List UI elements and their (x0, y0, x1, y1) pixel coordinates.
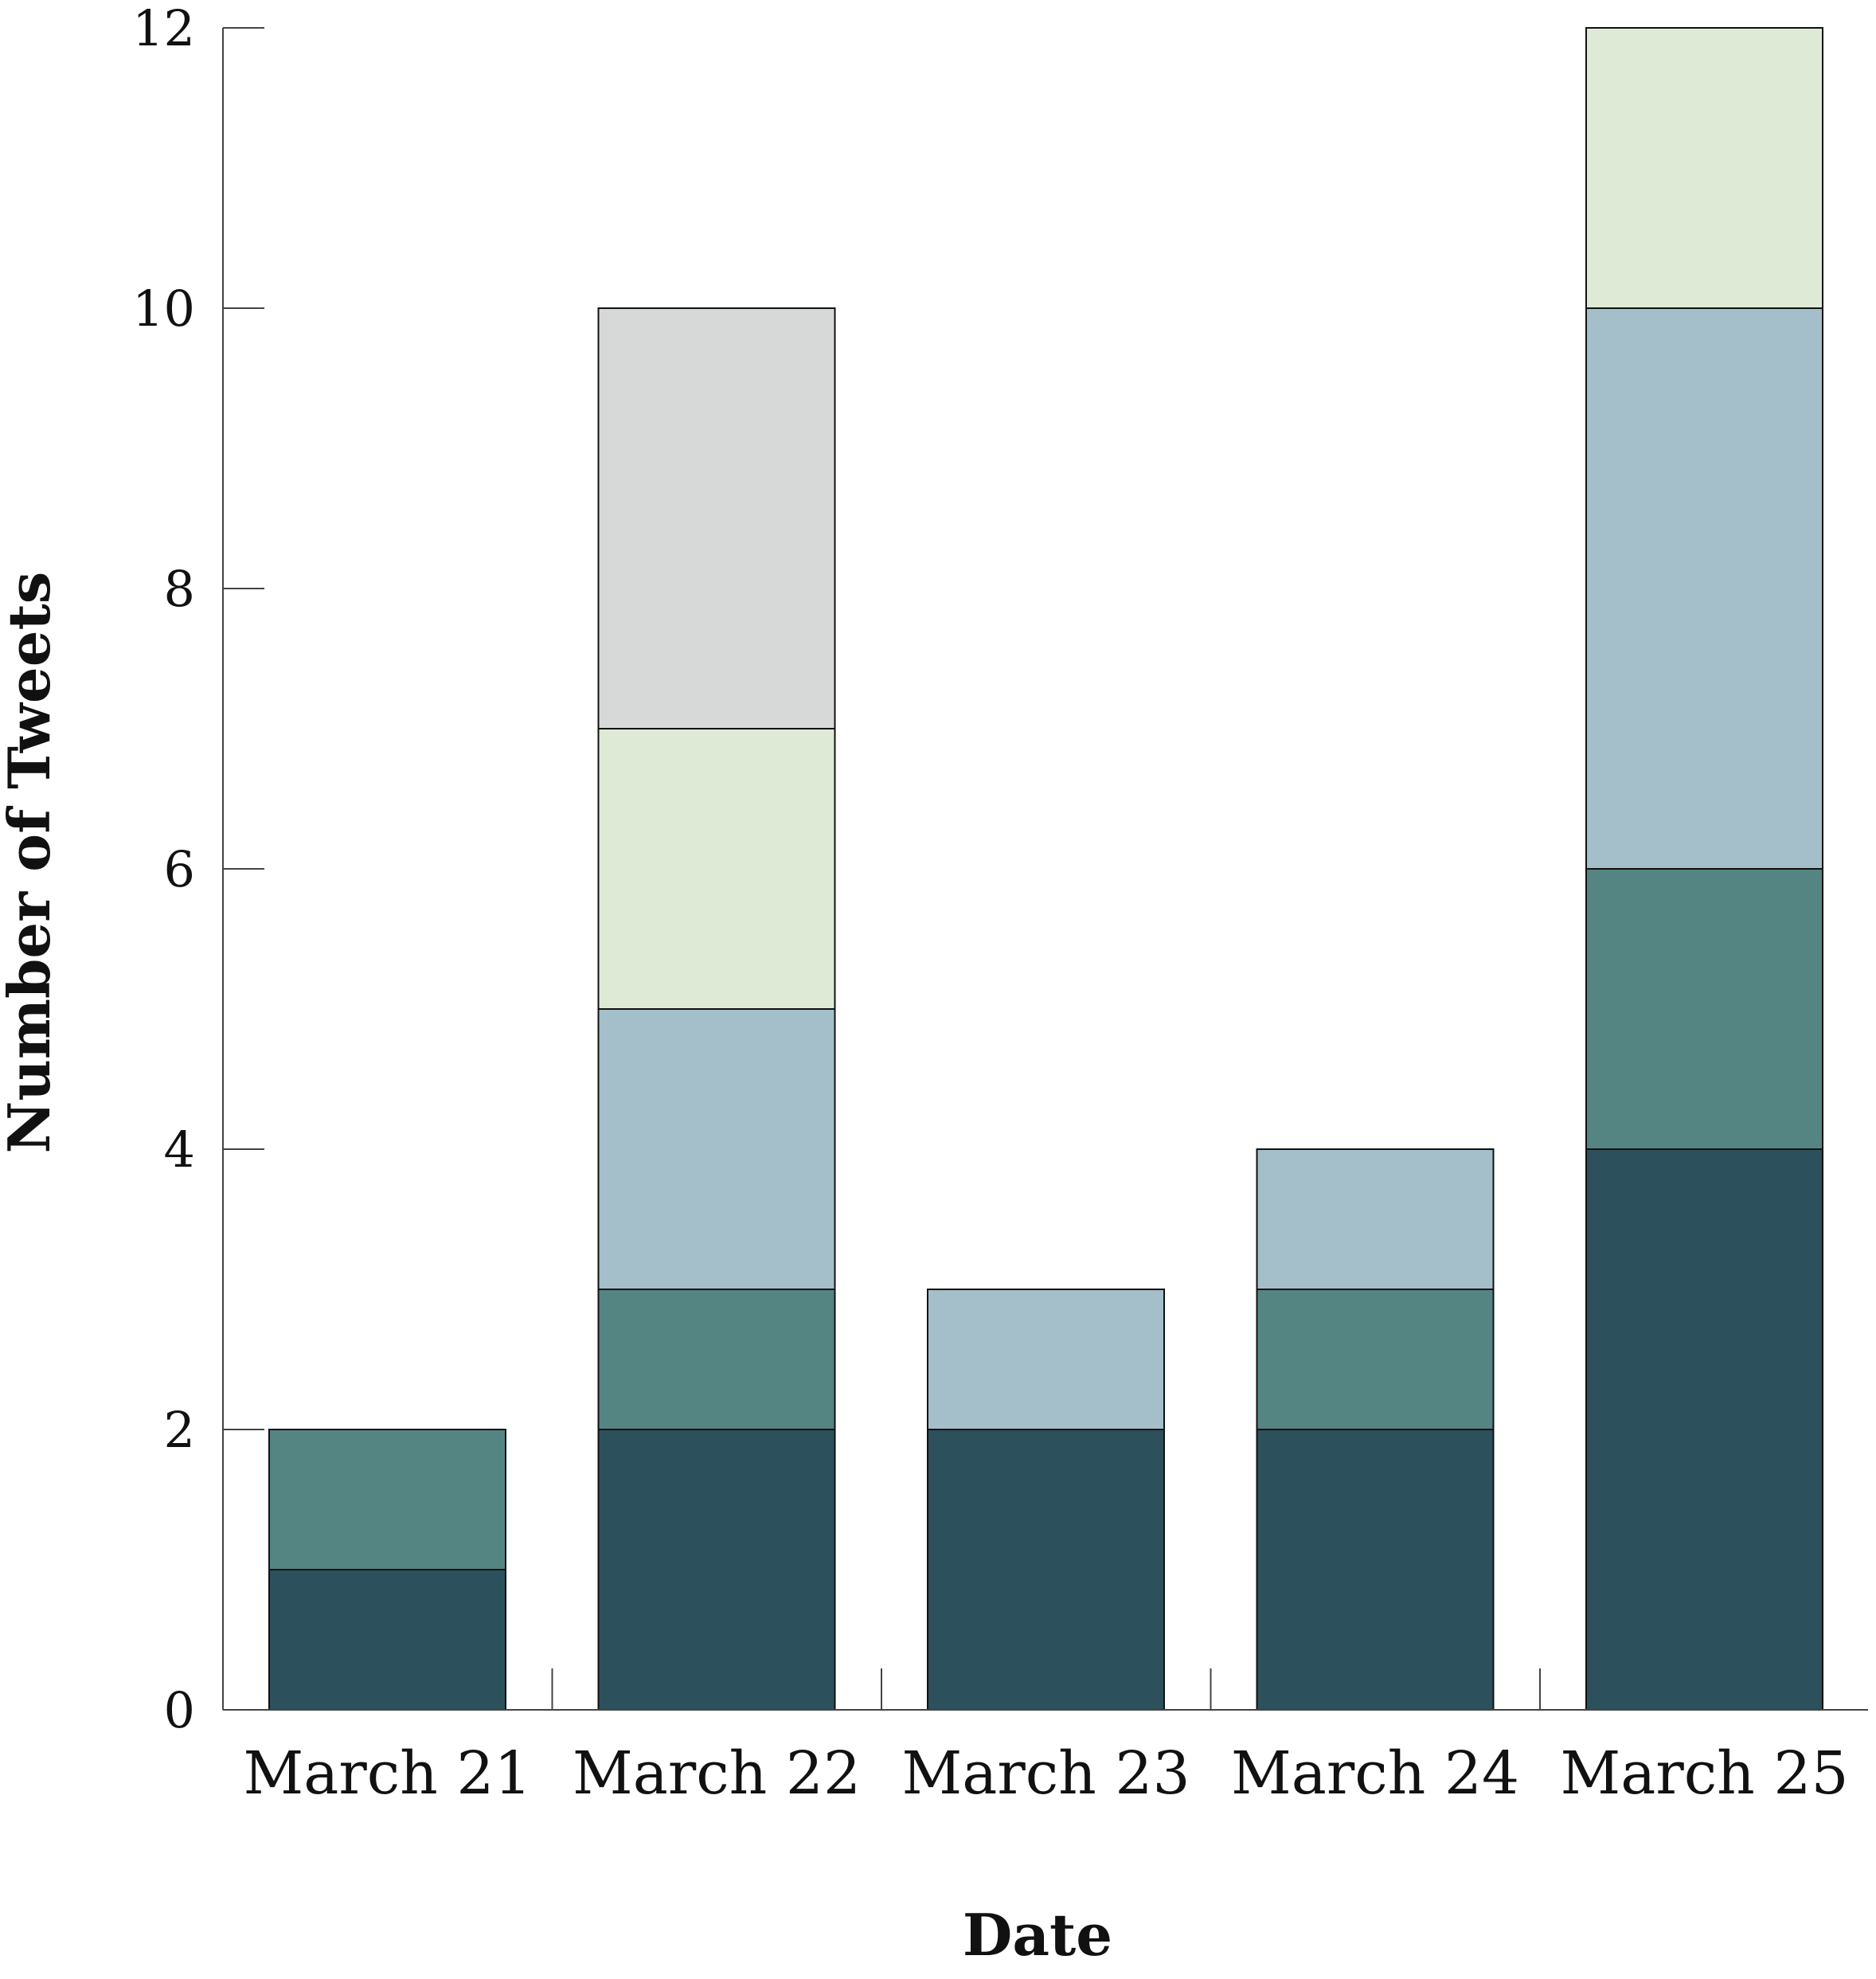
y-tick-label: 8 (164, 560, 195, 618)
bar-segment (927, 1289, 1165, 1430)
y-tick-label: 12 (132, 0, 195, 57)
bar-segment (1585, 1148, 1823, 1711)
y-tick-label: 6 (164, 840, 195, 898)
x-tick-label: March 22 (573, 1739, 861, 1808)
bar-segment (927, 1429, 1165, 1711)
y-axis-title: Number of Tweets (0, 572, 63, 1154)
bar-segment (1256, 1289, 1495, 1430)
bar-segment (597, 1429, 836, 1711)
x-axis-title: Date (963, 1901, 1112, 1969)
y-tick-label: 4 (164, 1121, 195, 1179)
bar-segment (1256, 1148, 1495, 1290)
bar-segment (597, 728, 836, 1010)
bars-layer (268, 27, 1823, 1711)
bar-segment (597, 1289, 836, 1430)
x-tick-label: March 21 (243, 1739, 531, 1808)
bar-segment (1585, 868, 1823, 1150)
x-tick-label: March 24 (1231, 1739, 1519, 1808)
bar-segment (1585, 27, 1823, 309)
bar-segment (597, 1008, 836, 1290)
bar-segment (1256, 1429, 1495, 1711)
y-tick-label: 2 (164, 1401, 195, 1459)
y-tick-label: 10 (132, 280, 195, 338)
bar-segment (597, 307, 836, 729)
y-tick-label: 0 (164, 1681, 195, 1739)
x-tick-label: March 23 (901, 1739, 1190, 1808)
x-tick-label: March 25 (1560, 1739, 1848, 1808)
bar-segment (1585, 307, 1823, 870)
bar-segment (268, 1429, 506, 1570)
bar-segment (268, 1569, 506, 1711)
axes-layer (222, 27, 1868, 1711)
